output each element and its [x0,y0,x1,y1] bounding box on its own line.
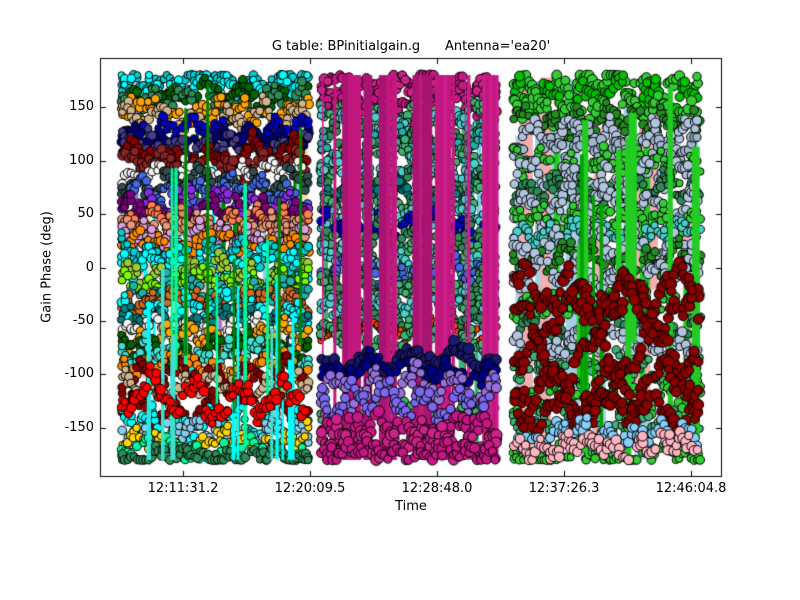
y-tick-label: -150 [64,419,94,435]
x-tick-label: 12:46:04.8 [655,481,727,496]
x-tick-label: 12:28:48.0 [401,481,473,496]
y-tick-label: 150 [69,99,94,115]
y-tick-label: -50 [72,312,94,328]
y-tick-label: 50 [77,206,94,222]
x-tick-label: 12:37:26.3 [528,481,600,496]
x-tick-label: 12:20:09.5 [274,481,346,496]
x-tick-label: 12:11:31.2 [147,481,219,496]
y-tick-label: 100 [69,152,94,168]
y-tick-label: -100 [64,366,94,382]
x-axis-label: Time [395,499,427,514]
y-tick-label: 0 [85,259,94,275]
plot-title: G table: BPinitialgain.g Antenna='ea20' [271,39,551,54]
